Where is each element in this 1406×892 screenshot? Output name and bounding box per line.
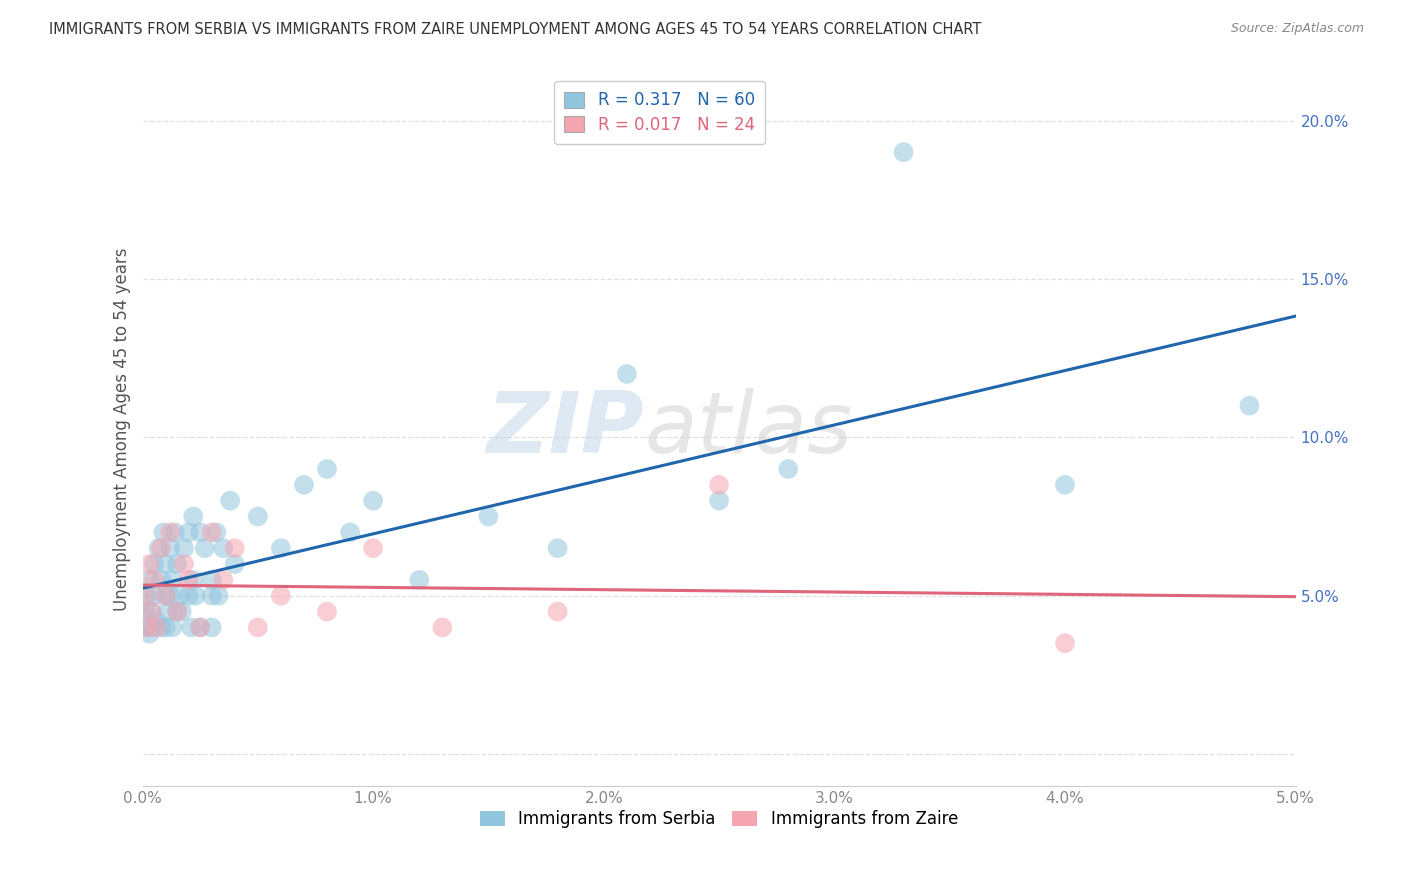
Immigrants from Serbia (152, 525, 174, 540)
Immigrants from Serbia (201, 620, 224, 634)
Immigrants from Serbia (173, 541, 195, 556)
Immigrants from Serbia (1053, 478, 1076, 492)
Immigrants from Serbia (138, 573, 160, 587)
Legend: Immigrants from Serbia, Immigrants from Zaire: Immigrants from Serbia, Immigrants from … (474, 803, 965, 835)
Immigrants from Serbia (177, 589, 200, 603)
Immigrants from Serbia (138, 626, 160, 640)
Immigrants from Serbia (207, 589, 229, 603)
Immigrants from Zaire (270, 589, 292, 603)
Immigrants from Serbia (156, 605, 179, 619)
Immigrants from Serbia (177, 525, 200, 540)
Immigrants from Serbia (148, 541, 170, 556)
Immigrants from Serbia (181, 573, 204, 587)
Immigrants from Serbia (339, 525, 361, 540)
Immigrants from Serbia (270, 541, 292, 556)
Immigrants from Zaire (173, 557, 195, 571)
Immigrants from Serbia (149, 620, 172, 634)
Immigrants from Serbia (136, 620, 159, 634)
Immigrants from Serbia (188, 620, 211, 634)
Y-axis label: Unemployment Among Ages 45 to 54 years: Unemployment Among Ages 45 to 54 years (114, 248, 131, 611)
Immigrants from Zaire (188, 620, 211, 634)
Immigrants from Zaire (1053, 636, 1076, 650)
Immigrants from Zaire (212, 573, 235, 587)
Immigrants from Serbia (212, 541, 235, 556)
Immigrants from Zaire (361, 541, 384, 556)
Immigrants from Serbia (224, 557, 246, 571)
Immigrants from Serbia (408, 573, 430, 587)
Immigrants from Zaire (177, 573, 200, 587)
Immigrants from Serbia (159, 589, 181, 603)
Immigrants from Zaire (547, 605, 569, 619)
Immigrants from Serbia (219, 493, 242, 508)
Immigrants from Zaire (201, 525, 224, 540)
Immigrants from Serbia (162, 573, 184, 587)
Immigrants from Serbia (143, 557, 166, 571)
Immigrants from Zaire (166, 605, 188, 619)
Immigrants from Zaire (145, 620, 167, 634)
Immigrants from Zaire (136, 620, 159, 634)
Immigrants from Zaire (138, 557, 160, 571)
Text: atlas: atlas (644, 388, 852, 471)
Immigrants from Serbia (145, 614, 167, 628)
Immigrants from Zaire (149, 541, 172, 556)
Immigrants from Serbia (141, 605, 163, 619)
Immigrants from Serbia (893, 145, 915, 160)
Immigrants from Serbia (134, 605, 156, 619)
Immigrants from Zaire (159, 525, 181, 540)
Immigrants from Serbia (155, 557, 177, 571)
Immigrants from Zaire (432, 620, 454, 634)
Text: Source: ZipAtlas.com: Source: ZipAtlas.com (1230, 22, 1364, 36)
Immigrants from Zaire (143, 573, 166, 587)
Immigrants from Serbia (246, 509, 269, 524)
Immigrants from Serbia (201, 589, 224, 603)
Immigrants from Zaire (316, 605, 339, 619)
Immigrants from Serbia (166, 605, 188, 619)
Immigrants from Zaire (134, 589, 156, 603)
Immigrants from Serbia (477, 509, 499, 524)
Immigrants from Zaire (155, 589, 177, 603)
Immigrants from Zaire (224, 541, 246, 556)
Immigrants from Zaire (707, 478, 730, 492)
Immigrants from Serbia (166, 557, 188, 571)
Immigrants from Serbia (136, 589, 159, 603)
Immigrants from Serbia (707, 493, 730, 508)
Immigrants from Serbia (141, 620, 163, 634)
Immigrants from Serbia (149, 573, 172, 587)
Immigrants from Serbia (205, 525, 228, 540)
Immigrants from Serbia (188, 525, 211, 540)
Immigrants from Serbia (616, 367, 638, 381)
Immigrants from Serbia (361, 493, 384, 508)
Immigrants from Serbia (143, 589, 166, 603)
Immigrants from Serbia (155, 589, 177, 603)
Immigrants from Zaire (246, 620, 269, 634)
Immigrants from Serbia (181, 509, 204, 524)
Immigrants from Serbia (162, 620, 184, 634)
Immigrants from Serbia (180, 620, 202, 634)
Immigrants from Zaire (141, 605, 163, 619)
Immigrants from Serbia (155, 620, 177, 634)
Immigrants from Serbia (292, 478, 315, 492)
Immigrants from Serbia (201, 573, 224, 587)
Immigrants from Serbia (184, 589, 207, 603)
Immigrants from Serbia (547, 541, 569, 556)
Text: ZIP: ZIP (486, 388, 644, 471)
Immigrants from Serbia (316, 462, 339, 476)
Immigrants from Serbia (194, 541, 217, 556)
Immigrants from Serbia (163, 525, 186, 540)
Text: IMMIGRANTS FROM SERBIA VS IMMIGRANTS FROM ZAIRE UNEMPLOYMENT AMONG AGES 45 TO 54: IMMIGRANTS FROM SERBIA VS IMMIGRANTS FRO… (49, 22, 981, 37)
Immigrants from Serbia (170, 605, 193, 619)
Immigrants from Serbia (159, 541, 181, 556)
Immigrants from Serbia (1239, 399, 1261, 413)
Immigrants from Serbia (778, 462, 800, 476)
Immigrants from Serbia (169, 589, 191, 603)
